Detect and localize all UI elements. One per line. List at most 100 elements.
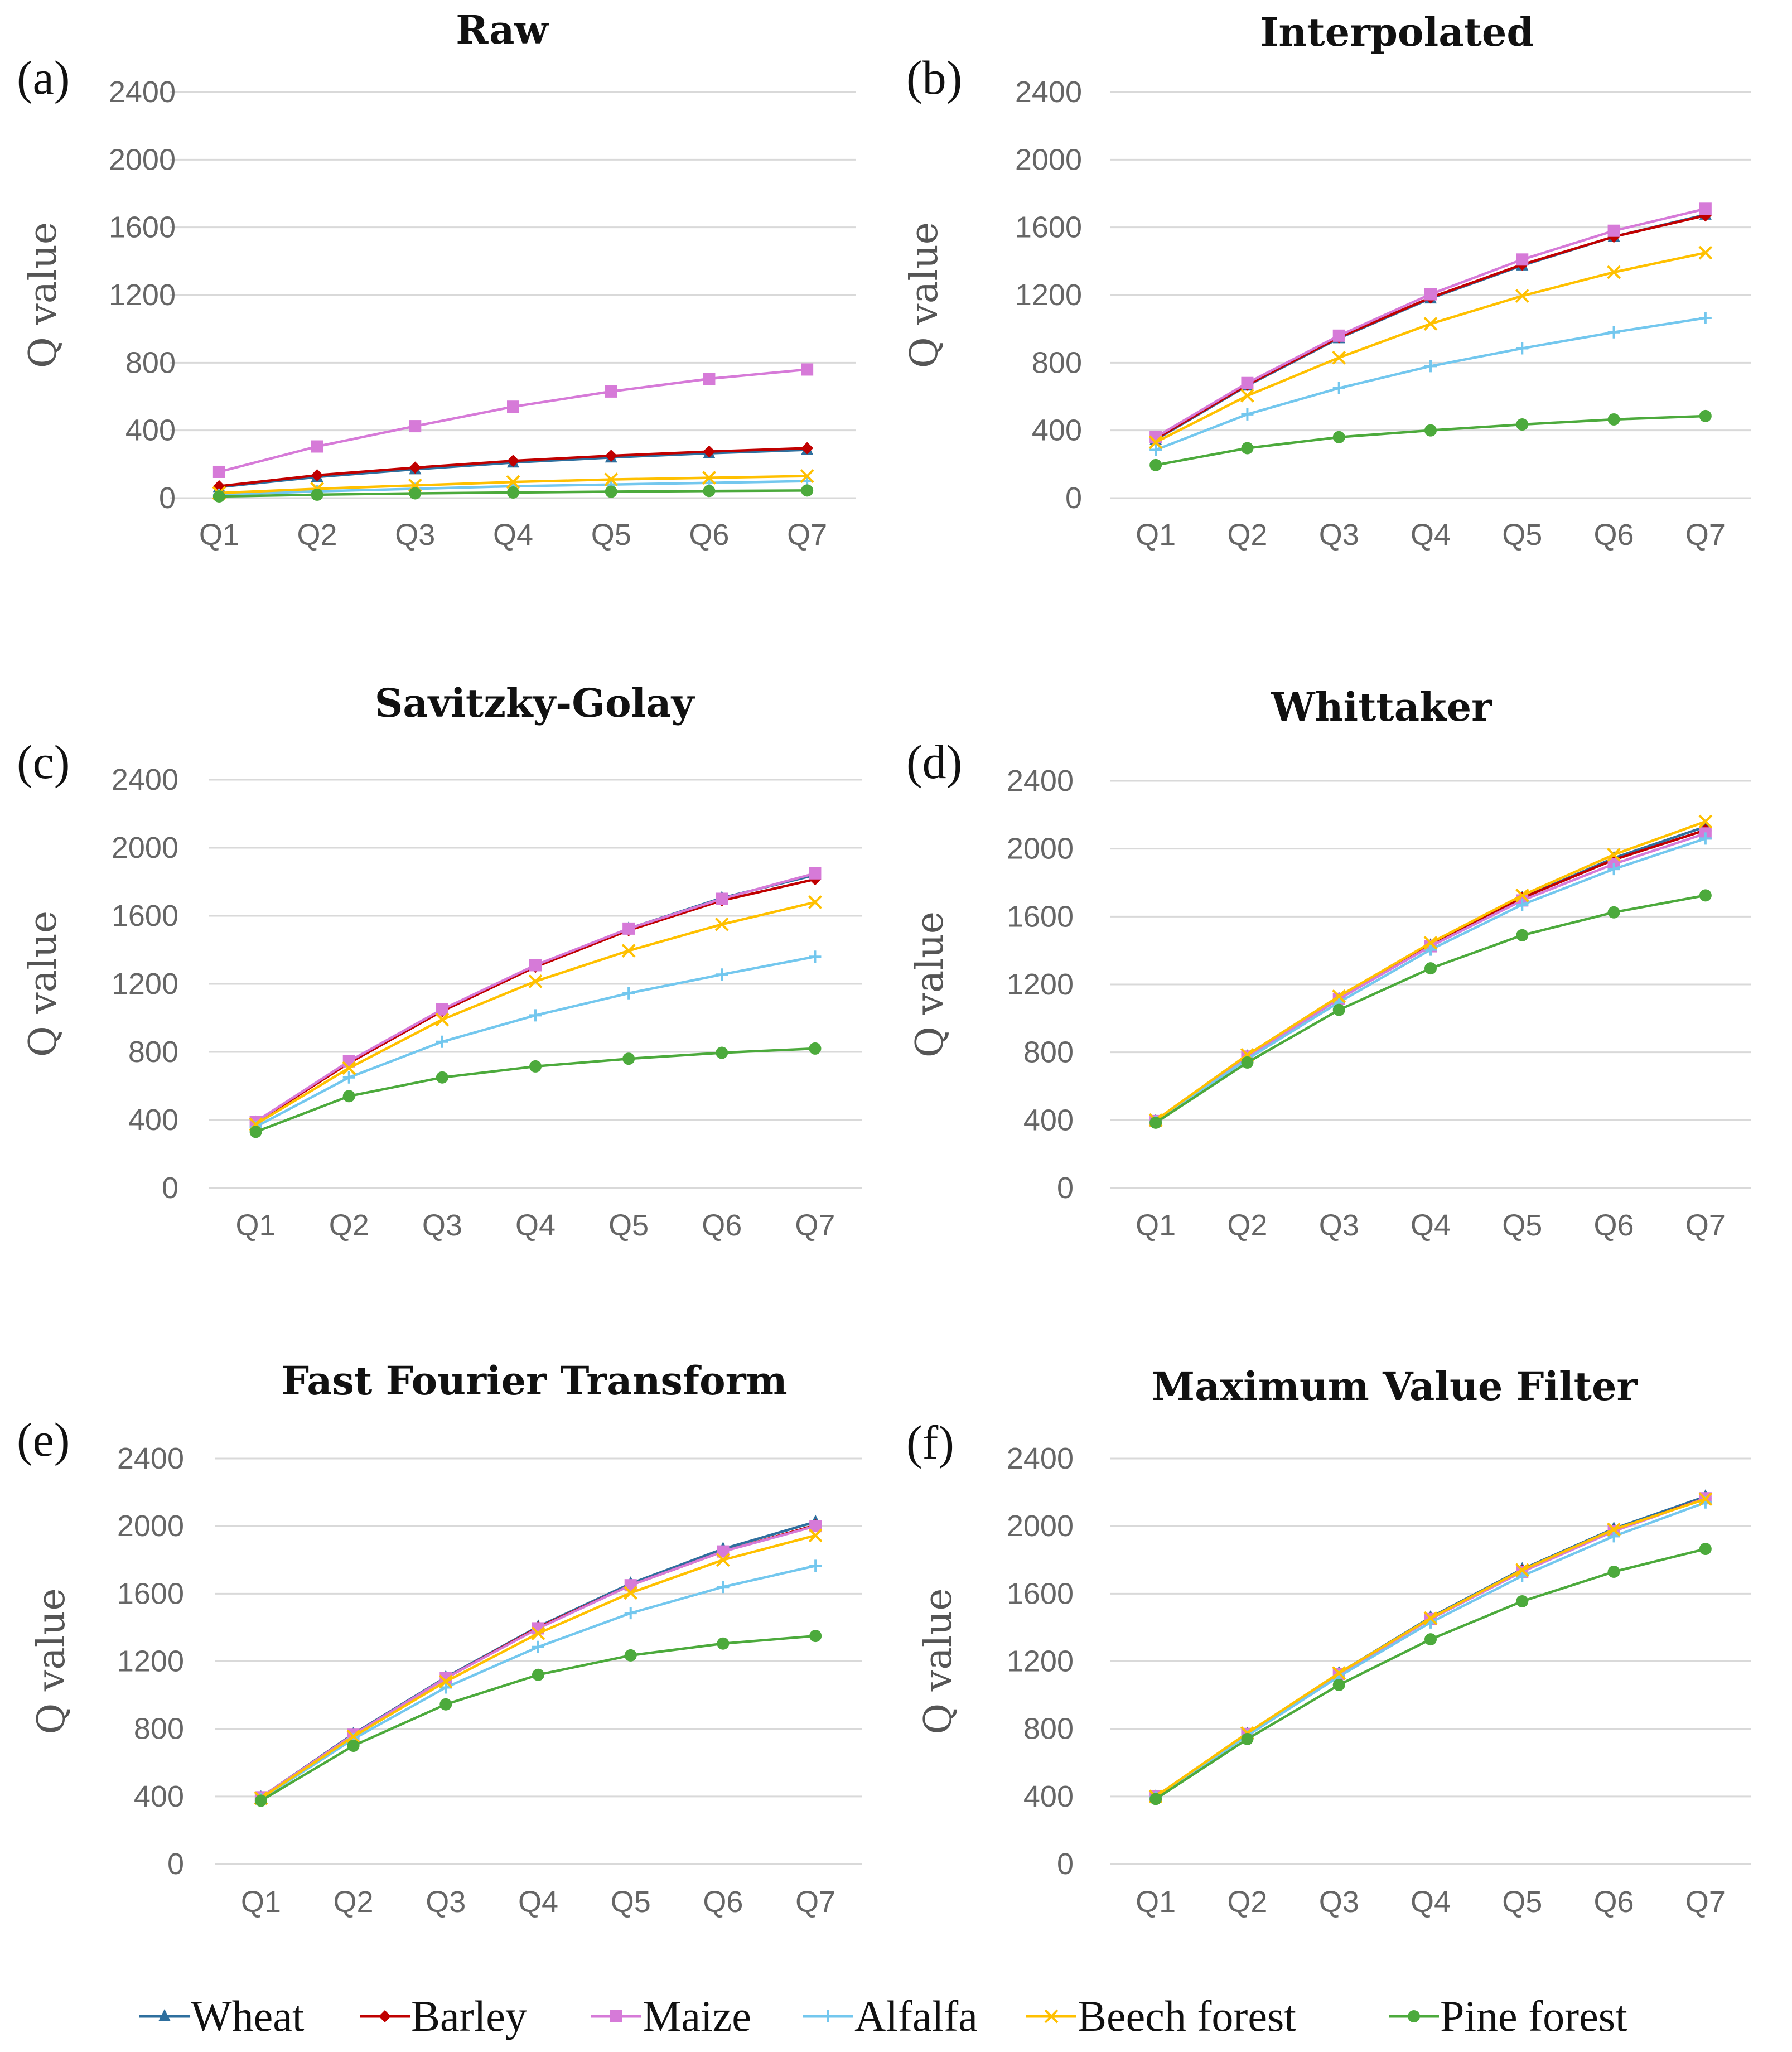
data-point <box>528 974 543 988</box>
data-point <box>605 385 617 398</box>
y-tick-label: 1200 <box>1015 278 1082 312</box>
y-tick-label: 0 <box>1057 1171 1074 1205</box>
data-point <box>409 487 422 500</box>
data-point <box>212 490 225 503</box>
chart-panel-whittaker: 0 400 800 1200 1600 2000 2400 Q1 Q2 Q3 Q4 Q5 Q6 Q7 Whi… <box>906 684 1751 1242</box>
data-point <box>436 1003 448 1016</box>
data-point <box>1332 1678 1345 1691</box>
data-point <box>809 1042 822 1055</box>
data-point <box>800 469 814 483</box>
data-point <box>311 440 323 453</box>
data-point <box>703 445 716 458</box>
legend-marker <box>1408 2010 1420 2022</box>
data-point <box>622 922 635 935</box>
data-point <box>212 465 225 478</box>
data-point <box>1698 1492 1713 1507</box>
data-point <box>532 1668 544 1681</box>
y-tick-label: 2400 <box>112 763 178 796</box>
chart-title: Interpolated <box>1260 9 1534 55</box>
y-tick-label: 800 <box>1023 1712 1074 1746</box>
data-point <box>1332 329 1345 342</box>
data-point <box>702 471 716 485</box>
data-point <box>531 1626 545 1640</box>
series-line <box>1155 1501 1706 1799</box>
data-point <box>717 1637 730 1650</box>
x-tick-label: Q5 <box>1502 518 1542 552</box>
data-point <box>808 1528 823 1543</box>
series-pine-forest <box>1149 1543 1712 1805</box>
data-point <box>529 1060 542 1073</box>
y-tick-label: 2400 <box>1007 1442 1074 1475</box>
chart-title: Raw <box>456 7 549 53</box>
data-point <box>1241 376 1254 389</box>
series-alfalfa <box>1149 311 1712 456</box>
series-line <box>1155 214 1706 440</box>
series-line <box>1155 1498 1706 1798</box>
series-beech-forest <box>1148 245 1713 450</box>
y-tick-label: 1600 <box>109 211 176 244</box>
data-point <box>436 1071 448 1084</box>
x-tick-label: Q1 <box>236 1209 276 1242</box>
data-point <box>1241 442 1254 455</box>
series-line <box>1155 894 1706 1124</box>
x-tick-label: Q5 <box>1502 1209 1542 1242</box>
x-tick-label: Q1 <box>241 1885 281 1919</box>
data-point <box>809 1520 822 1533</box>
x-tick-label: Q4 <box>518 1885 558 1919</box>
chart-panel-maximum-value-filter: 0 400 800 1200 1600 2000 2400 Q1 Q2 Q3 Q4 Q5 Q6 Q7 Max… <box>906 1363 1751 1919</box>
data-point <box>1241 1732 1254 1745</box>
data-point <box>622 1052 635 1065</box>
y-tick-label: 800 <box>128 1035 178 1069</box>
y-tick-label: 2400 <box>1015 75 1082 109</box>
data-point <box>409 461 422 474</box>
series-beech-forest <box>254 1528 823 1805</box>
data-point <box>809 867 822 880</box>
data-point <box>439 1698 452 1711</box>
x-tick-label: Q3 <box>1319 518 1359 552</box>
legend-marker <box>822 2010 834 2022</box>
x-tick-label: Q5 <box>591 518 631 552</box>
chart-panel-raw: 0 400 800 1200 1600 2000 2400 Q1 Q2 Q3 Q4 Q5 Q6 Q7 Raw… <box>17 7 856 552</box>
series-barley <box>1149 1492 1712 1803</box>
x-tick-label: Q5 <box>608 1209 649 1242</box>
data-point <box>439 1681 452 1694</box>
data-point <box>1698 814 1713 829</box>
series-wheat <box>249 867 822 1128</box>
chart-title: Maximum Value Filter <box>1152 1363 1638 1409</box>
series-line <box>1155 414 1706 467</box>
data-point <box>1607 265 1621 279</box>
x-tick-label: Q2 <box>297 518 337 552</box>
y-tick-label: 1600 <box>1007 1577 1074 1610</box>
series-maize <box>1149 1492 1712 1803</box>
series-barley <box>1149 824 1712 1127</box>
x-tick-label: Q6 <box>1594 1209 1634 1242</box>
data-point <box>532 1640 544 1653</box>
data-point <box>529 959 542 972</box>
data-point <box>621 944 636 958</box>
data-point <box>1516 253 1529 266</box>
y-tick-label: 1200 <box>112 967 178 1001</box>
y-tick-label: 2400 <box>109 75 176 109</box>
y-tick-label: 0 <box>1057 1847 1074 1881</box>
data-point <box>1515 888 1529 902</box>
series-line <box>1155 1497 1706 1798</box>
series-line <box>1155 251 1706 443</box>
x-tick-label: Q6 <box>1594 518 1634 552</box>
data-point <box>1699 1543 1712 1556</box>
y-axis-label: Q value <box>21 911 65 1057</box>
series-pine-forest <box>212 484 814 503</box>
data-point <box>604 472 619 487</box>
legend-label: Barley <box>411 1992 527 2040</box>
data-point <box>717 1581 730 1594</box>
data-point <box>1423 1611 1438 1625</box>
data-point <box>808 895 822 910</box>
y-tick-label: 800 <box>125 346 176 379</box>
data-point <box>1698 245 1713 260</box>
y-tick-label: 400 <box>125 414 176 447</box>
series-beech-forest <box>249 895 822 1132</box>
data-point <box>1424 360 1437 373</box>
legend-label: Alfalfa <box>854 1992 978 2040</box>
data-point <box>1424 288 1437 301</box>
y-tick-label: 1200 <box>1007 968 1074 1001</box>
series-maize <box>249 867 822 1128</box>
